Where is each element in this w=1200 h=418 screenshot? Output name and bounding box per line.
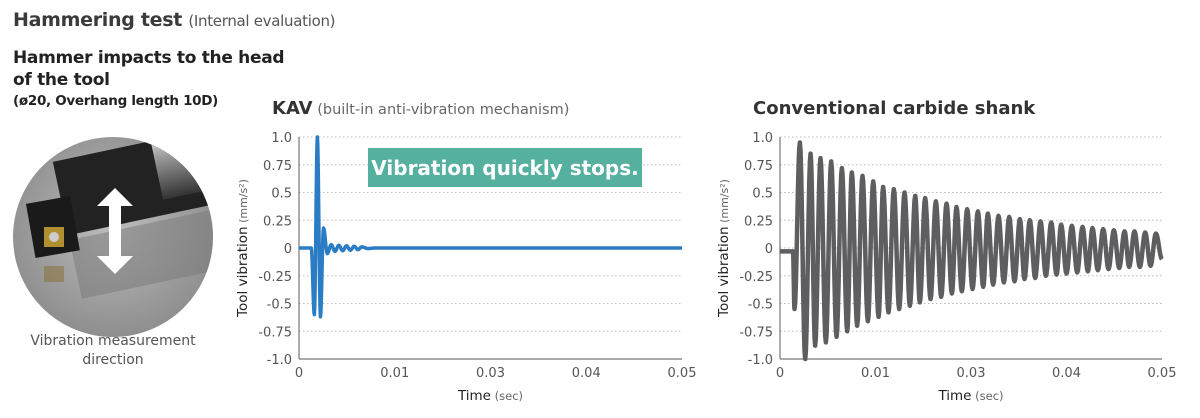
y-tick-label: -0.75 <box>258 325 292 340</box>
callout-box <box>368 148 642 187</box>
chart-0: KAV (built-in anti-vibration mechanism) 1… <box>235 98 696 404</box>
y-tick-label: 0.5 <box>752 187 773 202</box>
x-tick-label: 0.01 <box>380 366 409 381</box>
y-tick-label: -0.5 <box>748 298 773 313</box>
y-tick-label: 0.75 <box>263 159 292 174</box>
y-axis-unit: (mm/s²) <box>718 179 731 226</box>
x-tick-label: 0.04 <box>1052 366 1081 381</box>
x-tick-label: 0.03 <box>957 366 986 381</box>
callout-text: Vibration quickly stops. <box>371 156 638 180</box>
y-tick-label: 1.0 <box>271 131 292 146</box>
chart-title: Conventional carbide shank <box>753 98 1036 119</box>
x-tick-label: 0.05 <box>668 366 697 381</box>
y-tick-label: 0.25 <box>263 214 292 229</box>
y-tick-label: -1.0 <box>267 353 292 368</box>
y-axis-unit: (mm/s²) <box>237 179 250 226</box>
y-axis-label: Tool vibration (mm/s²) <box>235 179 251 318</box>
x-tick-label: 0.01 <box>861 366 890 381</box>
y-tick-label: 0.25 <box>744 214 773 229</box>
y-tick-label: 1.0 <box>752 131 773 146</box>
y-tick-label: 0 <box>765 242 773 257</box>
y-axis-label: Tool vibration (mm/s²) <box>716 179 732 318</box>
page-subtitle: (Internal evaluation) <box>188 12 336 30</box>
x-tick-label: 0 <box>295 366 303 381</box>
chart-subtitle: (built-in anti-vibration mechanism) <box>313 102 570 118</box>
setup-spec: (ø20, Overhang length 10D) <box>13 93 219 109</box>
y-tick-label: -0.25 <box>258 270 292 285</box>
y-tick-label: -0.5 <box>267 298 292 313</box>
y-tick-label: -0.75 <box>739 325 773 340</box>
page-title: Hammering test (Internal evaluation) <box>13 9 336 31</box>
y-tick-label: 0.75 <box>744 159 773 174</box>
title-text: Hammering test <box>13 9 182 31</box>
photo-caption: Vibration measurement direction <box>0 332 226 370</box>
setup-heading: Hammer impacts to the head of the tool <box>13 47 285 91</box>
x-axis-label: Time (sec) <box>937 388 1003 404</box>
x-tick-label: 0 <box>776 366 784 381</box>
chart-title: KAV (built-in anti-vibration mechanism) <box>272 98 569 119</box>
x-tick-label: 0.05 <box>1148 366 1177 381</box>
y-tick-label: 0 <box>284 242 292 257</box>
y-tick-label: -1.0 <box>748 353 773 368</box>
y-tick-label: -0.25 <box>739 270 773 285</box>
chart-1: Conventional carbide shank 1.0 0.75 0.5 0.25… <box>716 98 1176 404</box>
caption-line1: Vibration measurement <box>30 333 196 349</box>
setup-heading-line1: Hammer impacts to the head <box>13 48 285 68</box>
x-axis-unit: (sec) <box>491 389 523 403</box>
setup-heading-line2: of the tool <box>13 70 110 90</box>
series-line <box>779 140 1164 362</box>
caption-line2: direction <box>82 352 144 368</box>
x-tick-label: 0.04 <box>572 366 601 381</box>
x-tick-label: 0.03 <box>476 366 505 381</box>
x-axis-label: Time (sec) <box>457 388 523 404</box>
tool-photo <box>13 137 213 337</box>
series-line <box>298 135 682 319</box>
y-tick-label: 0.5 <box>271 187 292 202</box>
double-arrow-vertical-icon <box>97 188 133 274</box>
x-axis-unit: (sec) <box>972 389 1004 403</box>
